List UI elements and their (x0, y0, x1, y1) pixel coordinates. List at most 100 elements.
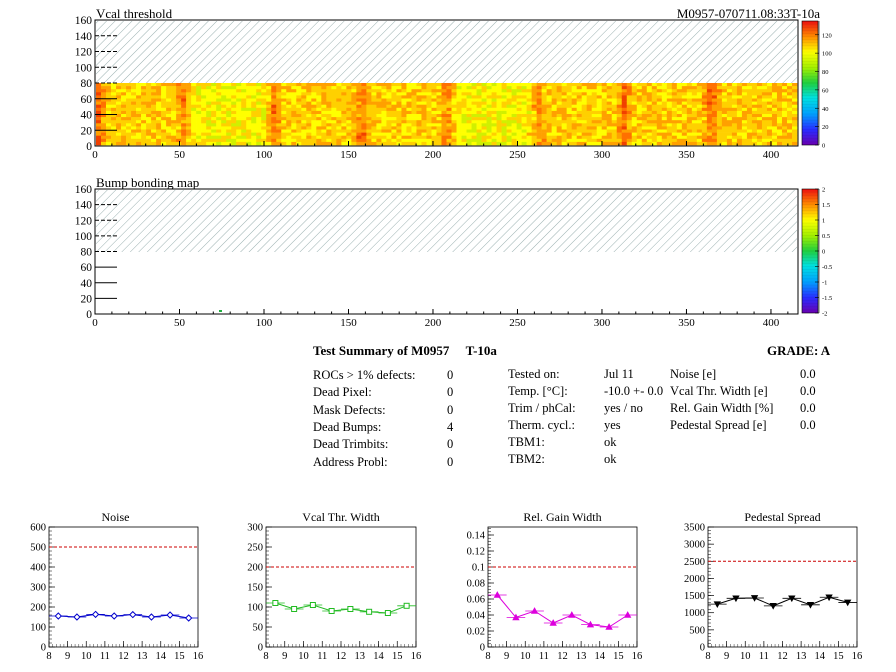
heatmap-cell (571, 86, 577, 90)
heatmap-cell (526, 89, 532, 93)
heatmap-cell (256, 120, 262, 124)
heatmap-cell (386, 126, 392, 130)
heatmap-cell (686, 95, 693, 99)
heatmap-cell (441, 104, 447, 109)
x-tick-label: 16 (632, 651, 643, 662)
heatmap-cell (251, 117, 257, 121)
y-tick-label: 0 (86, 141, 92, 153)
heatmap-cell (351, 101, 357, 105)
heatmap-cell (591, 98, 598, 102)
heatmap-cell (521, 132, 527, 136)
heatmap-cell (741, 98, 748, 102)
heatmap-cell (756, 89, 763, 93)
heatmap-cell (176, 110, 182, 115)
heatmap-cell (441, 132, 447, 136)
heatmap-cell (336, 92, 342, 96)
heatmap-cell (181, 92, 187, 96)
heatmap-cell (496, 86, 502, 90)
heatmap-cell (416, 117, 422, 121)
heatmap-cell (501, 135, 507, 140)
heatmap-cell (106, 129, 112, 133)
data-point (384, 610, 391, 616)
heatmap-cell (521, 89, 527, 93)
heatmap-cell (641, 89, 648, 93)
heatmap-cell (421, 135, 427, 140)
heatmap-cell (746, 107, 753, 112)
heatmap-cell (656, 89, 663, 93)
heatmap-cell (376, 114, 382, 118)
heatmap-cell (256, 141, 262, 146)
heatmap-cell (581, 104, 587, 109)
heatmap-cell (251, 141, 257, 146)
heatmap-cell (411, 95, 417, 99)
heatmap-cell (211, 107, 217, 112)
heatmap-cell (181, 135, 187, 140)
heatmap-cell (696, 107, 703, 112)
heatmap-cell (221, 107, 227, 112)
heatmap-cell (686, 114, 693, 118)
heatmap-cell (516, 107, 522, 112)
heatmap-cell (401, 117, 407, 121)
heatmap-cell (586, 114, 593, 118)
heatmap-cell (181, 107, 187, 112)
heatmap-cell (431, 120, 437, 124)
heatmap-cell (221, 86, 227, 90)
heatmap-cell (416, 141, 422, 146)
heatmap-cell (136, 138, 142, 143)
heatmap-cell (641, 135, 648, 140)
heatmap-cell (421, 141, 427, 146)
heatmap-cell (241, 132, 247, 136)
heatmap-cell (541, 107, 547, 112)
heatmap-cell (306, 107, 312, 112)
heatmap-cell (641, 129, 648, 133)
heatmap-cell (536, 98, 542, 102)
heatmap-cell (321, 110, 327, 115)
heatmap-cell (296, 107, 302, 112)
heatmap-cell (331, 138, 337, 143)
heatmap-cell (741, 117, 748, 121)
heatmap-cell (781, 104, 788, 109)
x-tick-label: 15 (392, 651, 403, 662)
heatmap-cell (451, 123, 457, 127)
heatmap-cell (256, 114, 262, 118)
heatmap-cell (696, 126, 703, 130)
heatmap-cell (241, 114, 247, 118)
heatmap-cell (676, 86, 683, 90)
heatmap-cell (171, 104, 177, 109)
heatmap-cell (336, 120, 342, 124)
heatmap-cell (501, 92, 507, 96)
heatmap-cell (376, 98, 382, 102)
heatmap-cell (466, 92, 472, 96)
heatmap-cell (676, 141, 683, 146)
heatmap-cell (366, 107, 372, 112)
heatmap-cell (221, 101, 227, 105)
heatmap-cell (616, 86, 623, 90)
heatmap-cell (726, 138, 733, 143)
heatmap-cell (386, 89, 392, 93)
heatmap-cell (301, 117, 307, 121)
heatmap-cell (256, 104, 262, 109)
heatmap-cell (441, 110, 447, 115)
summary-value: -10.0 +- 0.0 (604, 384, 664, 398)
heatmap-cell (696, 83, 703, 87)
heatmap-cell (306, 98, 312, 102)
x-tick-label: 9 (504, 651, 509, 662)
heatmap-cell (721, 110, 728, 115)
heatmap-cell (451, 120, 457, 124)
heatmap-cell (101, 141, 107, 146)
heatmap-cell (591, 123, 598, 127)
heatmap-cell (96, 95, 102, 99)
x-tick-label: 11 (759, 651, 769, 662)
heatmap-cell (581, 117, 587, 121)
x-tick-label: 300 (594, 149, 611, 161)
heatmap-cell (761, 95, 768, 99)
heatmap-cell (416, 120, 422, 124)
plot-frame (265, 526, 417, 648)
heatmap-cell (141, 129, 147, 133)
heatmap-cell (276, 135, 282, 140)
heatmap-cell (461, 126, 467, 130)
heatmap-cell (576, 132, 582, 136)
heatmap-cell (401, 129, 407, 133)
heatmap-cell (636, 117, 643, 121)
